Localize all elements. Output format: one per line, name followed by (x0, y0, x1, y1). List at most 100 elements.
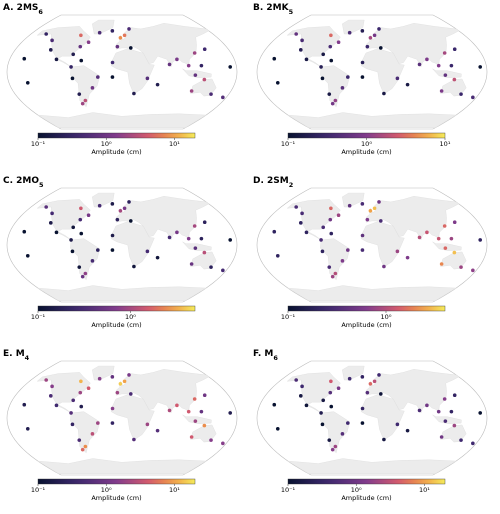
station-marker (340, 432, 345, 436)
station-marker (382, 91, 386, 96)
panel: E. M4 10⁻¹ 10⁰ 10¹ Amplitude (cm) (3, 349, 238, 502)
station-marker (340, 86, 345, 90)
panel-title: F. M6 (253, 349, 278, 362)
station-marker (209, 265, 213, 269)
station-marker (452, 250, 457, 255)
panel-title: C. 2MO5 (3, 176, 44, 189)
station-marker (122, 206, 127, 211)
station-marker (189, 89, 194, 93)
station-marker (127, 27, 131, 31)
station-marker (71, 225, 76, 230)
station-marker (452, 393, 457, 398)
station-marker (25, 253, 30, 258)
station-marker (372, 33, 377, 38)
station-marker (50, 211, 54, 216)
station-marker (128, 219, 133, 223)
panel: F. M6 10⁻¹ 10⁰ 10¹ Amplitude (cm) (253, 349, 488, 502)
station-marker (69, 65, 73, 69)
station-marker (471, 441, 475, 446)
station-marker (382, 437, 386, 442)
title-subscript: 4 (25, 354, 30, 362)
station-marker (436, 409, 441, 414)
land (110, 221, 155, 268)
station-marker (459, 265, 463, 269)
station-marker (189, 262, 194, 266)
station-marker (115, 390, 120, 395)
station-marker (327, 438, 332, 442)
station-marker (336, 213, 341, 218)
station-marker (395, 76, 400, 81)
station-marker (155, 428, 160, 433)
station-marker (110, 29, 115, 33)
station-marker (70, 76, 75, 81)
station-marker (319, 238, 323, 242)
station-marker (452, 47, 457, 51)
station-marker (452, 77, 457, 82)
land (70, 238, 100, 281)
station-marker (439, 435, 444, 439)
station-marker (330, 101, 335, 106)
land (70, 411, 100, 454)
station-marker (228, 65, 233, 69)
station-marker (145, 249, 150, 254)
station-marker (110, 202, 115, 206)
station-marker (377, 200, 381, 204)
station-marker (360, 406, 365, 411)
station-marker (90, 259, 95, 263)
station-marker (110, 421, 115, 425)
station-marker (417, 408, 422, 413)
station-marker (167, 408, 172, 413)
station-marker (333, 98, 338, 103)
colorbar (287, 132, 446, 139)
station-marker (346, 248, 350, 252)
station-marker (175, 403, 179, 408)
station-marker (50, 38, 54, 43)
station-marker (298, 48, 303, 52)
land (110, 394, 155, 441)
station-marker (272, 229, 277, 234)
station-marker (442, 51, 447, 55)
station-marker (372, 379, 377, 384)
station-marker (79, 206, 83, 211)
colorbar-label: Amplitude (cm) (341, 148, 391, 156)
station-marker (320, 422, 325, 427)
station-marker (449, 409, 454, 414)
station-marker (328, 217, 333, 222)
station-marker (329, 206, 333, 211)
station-marker (329, 379, 333, 384)
station-marker (86, 40, 91, 45)
panel-title: D. 2SM2 (253, 176, 293, 189)
title-subscript: 5 (289, 8, 294, 16)
colorbar-tick-label: 10⁻¹ (281, 486, 296, 494)
station-marker (304, 57, 309, 62)
station-marker (336, 386, 341, 391)
station-marker (395, 249, 400, 254)
colorbar-tick-label: 10⁻¹ (31, 140, 46, 148)
station-marker (202, 220, 207, 224)
station-marker (83, 271, 88, 276)
station-marker (193, 246, 198, 250)
station-marker (425, 403, 429, 408)
station-marker (439, 89, 444, 93)
land (182, 414, 212, 424)
station-marker (333, 444, 338, 449)
station-marker (377, 27, 381, 31)
station-marker (336, 40, 341, 45)
station-marker (128, 46, 133, 50)
colorbar-tick-label: 10⁻¹ (31, 313, 46, 321)
station-marker (436, 63, 441, 68)
station-marker (449, 63, 454, 68)
station-marker (96, 75, 100, 79)
colorbar-tick-label: 10¹ (169, 140, 180, 148)
land (360, 221, 405, 268)
station-marker (22, 56, 27, 61)
title-text: E. M (3, 349, 25, 359)
station-marker (69, 411, 73, 415)
station-marker (439, 262, 444, 266)
station-marker (115, 44, 120, 49)
station-marker (321, 52, 326, 57)
title-text: F. M (253, 349, 273, 359)
land (360, 48, 405, 95)
station-marker (44, 205, 48, 209)
station-marker (193, 73, 198, 77)
